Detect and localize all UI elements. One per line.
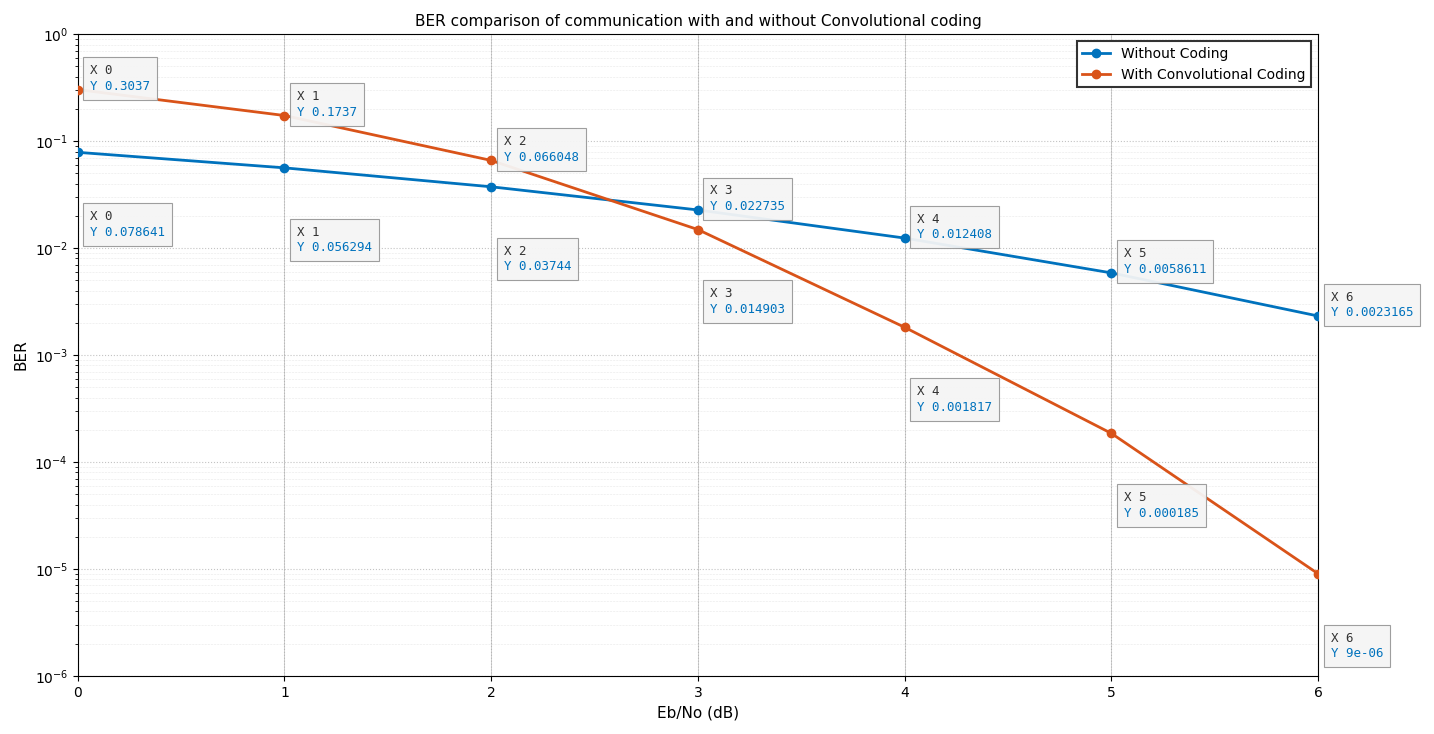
Without Coding xyxy=(1103,269,1120,277)
With Convolutional Coding xyxy=(690,225,707,234)
With Convolutional Coding xyxy=(483,156,500,165)
Without Coding xyxy=(896,233,913,242)
Y-axis label: BER: BER xyxy=(14,340,29,371)
With Convolutional Coding xyxy=(69,85,86,94)
With Convolutional Coding xyxy=(1309,570,1326,578)
Without Coding xyxy=(690,206,707,214)
With Convolutional Coding xyxy=(1103,429,1120,437)
Line: Without Coding: Without Coding xyxy=(73,148,1322,320)
With Convolutional Coding xyxy=(896,323,913,332)
X-axis label: Eb/No (dB): Eb/No (dB) xyxy=(657,705,739,720)
With Convolutional Coding xyxy=(275,111,293,120)
Without Coding xyxy=(69,148,86,157)
Line: With Convolutional Coding: With Convolutional Coding xyxy=(73,85,1322,578)
Without Coding xyxy=(1309,312,1326,321)
Without Coding xyxy=(275,164,293,172)
Legend: Without Coding, With Convolutional Coding: Without Coding, With Convolutional Codin… xyxy=(1077,41,1311,87)
Without Coding xyxy=(483,182,500,191)
Title: BER comparison of communication with and without Convolutional coding: BER comparison of communication with and… xyxy=(414,14,981,29)
